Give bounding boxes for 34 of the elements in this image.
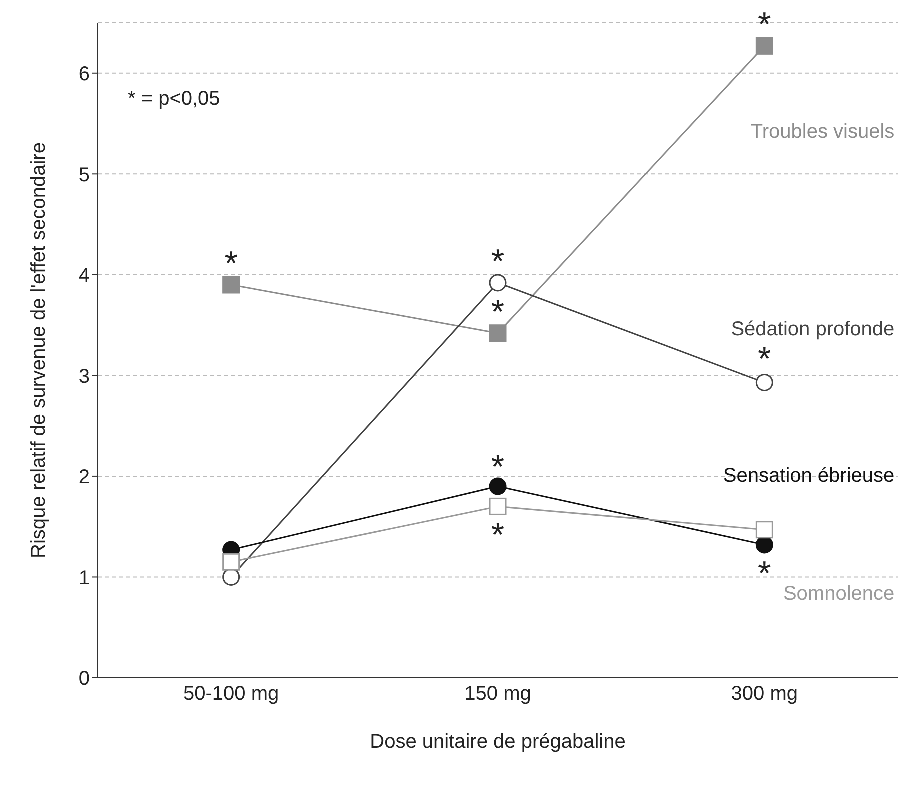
x-axis-title: Dose unitaire de prégabaline [370,731,626,753]
y-tick-label: 5 [78,164,90,186]
y-tick-label: 2 [78,466,90,489]
x-tick-label: 50-100 mg [184,683,280,706]
point [489,324,507,342]
y-tick-label: 0 [78,668,90,690]
point [489,274,507,292]
annotation: * [758,340,772,379]
y-tick-label: 6 [78,63,90,86]
annotation: * [491,293,505,332]
x-tick-label: 300 mg [731,683,798,706]
point [489,498,507,516]
text: Troubles visuels [750,121,895,144]
y-tick-label: 1 [78,567,90,590]
point [489,478,507,496]
annotation: * [491,516,505,555]
annotation: * [491,448,505,487]
annotation: * = p<0,05 [128,88,220,111]
point [756,374,774,392]
y-tick-label: 3 [78,366,90,388]
y-tick-label: 4 [78,265,90,288]
annotation: * [224,245,238,283]
annotation: * [758,554,772,593]
point [756,37,774,55]
point [222,276,240,294]
point [756,521,774,539]
text: Somnolence [783,582,895,605]
annotation: * [491,242,505,281]
text: Sensation ébrieuse [723,464,895,487]
point [222,553,240,571]
y-axis-title: Risque relatif de survenue de l'effet secondaire [28,142,50,558]
annotation: * [758,6,772,44]
series-label: Sédation profonde [731,318,895,341]
x-tick-label: 150 mg [464,683,532,706]
